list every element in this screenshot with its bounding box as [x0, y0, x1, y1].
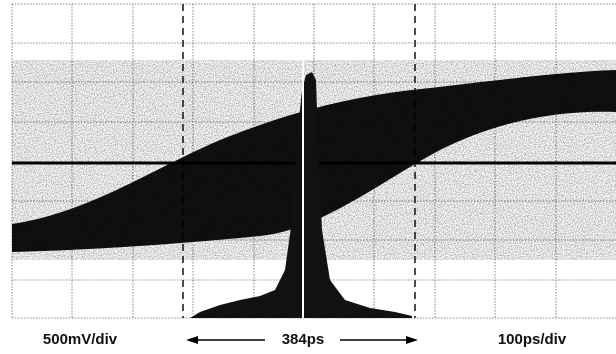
measurement: 384ps [282, 331, 325, 348]
scope-screen: 500mV/div 384ps 100ps/div [0, 0, 616, 354]
vertical-scale: 500mV/div [43, 331, 118, 348]
horizontal-scale: 100ps/div [498, 331, 567, 348]
arrow-head-left [186, 336, 198, 344]
arrow-head-right [406, 336, 418, 344]
